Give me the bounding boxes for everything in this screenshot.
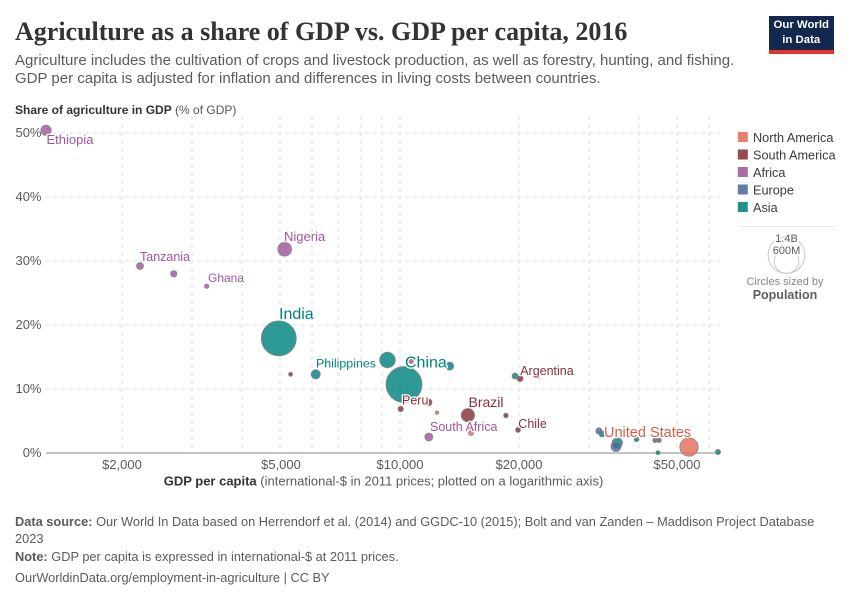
svg-text:10%: 10% <box>15 381 41 396</box>
svg-text:Chile: Chile <box>518 417 547 431</box>
svg-text:Nigeria: Nigeria <box>284 229 326 244</box>
svg-text:50%: 50% <box>15 125 41 140</box>
svg-text:Population: Population <box>753 288 818 302</box>
svg-text:20%: 20% <box>15 317 41 332</box>
svg-text:Circles sized by: Circles sized by <box>746 276 824 288</box>
svg-text:Peru: Peru <box>402 394 428 408</box>
svg-text:$5,000: $5,000 <box>261 457 301 472</box>
svg-text:Tanzania: Tanzania <box>140 250 190 264</box>
svg-text:Ghana: Ghana <box>208 271 244 285</box>
svg-text:600M: 600M <box>773 245 801 257</box>
svg-text:$50,000: $50,000 <box>654 457 701 472</box>
svg-text:0%: 0% <box>23 445 42 460</box>
svg-text:Ethiopia: Ethiopia <box>47 132 95 147</box>
svg-text:30%: 30% <box>15 253 41 268</box>
svg-text:1.4B: 1.4B <box>775 233 798 245</box>
svg-text:Europe: Europe <box>753 184 794 198</box>
svg-text:40%: 40% <box>15 189 41 204</box>
svg-text:Brazil: Brazil <box>469 394 504 410</box>
svg-text:United States: United States <box>604 425 691 441</box>
svg-text:South America: South America <box>753 149 836 163</box>
svg-text:North America: North America <box>753 131 834 145</box>
svg-text:Philippines: Philippines <box>316 356 376 370</box>
svg-text:China: China <box>405 355 447 372</box>
svg-text:Asia: Asia <box>753 201 779 215</box>
svg-text:$2,000: $2,000 <box>102 457 142 472</box>
svg-text:$10,000: $10,000 <box>377 457 424 472</box>
svg-text:Argentina: Argentina <box>520 364 574 378</box>
svg-text:Africa: Africa <box>753 166 786 180</box>
svg-text:GDP per capita (international-: GDP per capita (international-$ in 2011 … <box>164 474 604 489</box>
svg-text:India: India <box>279 306 314 323</box>
svg-text:South Africa: South Africa <box>430 420 497 434</box>
svg-text:$20,000: $20,000 <box>496 457 543 472</box>
